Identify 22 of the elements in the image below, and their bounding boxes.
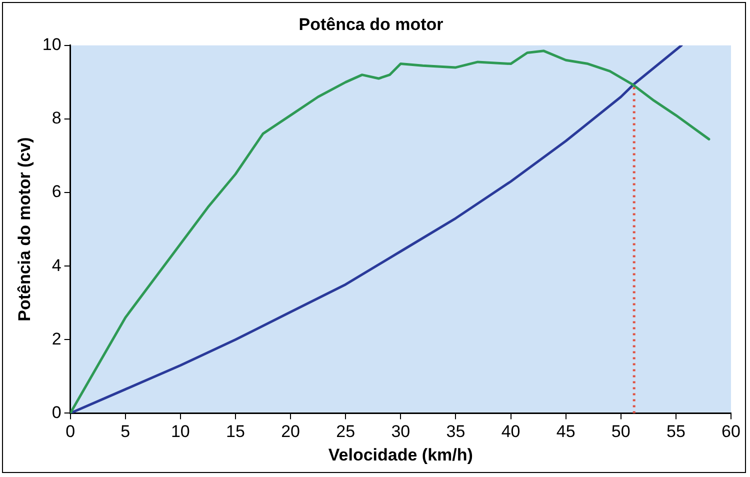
y-tick-label: 2 <box>52 329 62 348</box>
y-tick-label: 0 <box>52 402 62 422</box>
y-axis-title: Potência do motor (cv) <box>14 137 34 322</box>
x-tick-label: 55 <box>666 422 686 442</box>
x-tick-label: 0 <box>66 422 76 442</box>
chart-title: Potênca do motor <box>298 14 444 34</box>
x-tick-label: 45 <box>556 422 576 442</box>
y-tick-label: 6 <box>52 182 62 202</box>
x-tick-label: 25 <box>336 422 356 442</box>
y-tick-label: 10 <box>42 35 62 54</box>
x-tick-label: 30 <box>391 422 410 442</box>
x-tick-label: 40 <box>501 422 520 442</box>
x-tick-label: 5 <box>120 422 130 442</box>
x-tick-label: 35 <box>446 422 466 442</box>
x-tick-label: 60 <box>722 422 740 442</box>
x-tick-label: 20 <box>281 422 300 442</box>
y-tick-label: 4 <box>52 256 62 275</box>
x-tick-label: 15 <box>226 422 245 442</box>
x-tick-label: 50 <box>611 422 630 442</box>
x-axis-title: Velocidade (km/h) <box>328 445 473 464</box>
x-tick-label: 10 <box>170 422 190 442</box>
y-tick-label: 8 <box>52 108 62 128</box>
